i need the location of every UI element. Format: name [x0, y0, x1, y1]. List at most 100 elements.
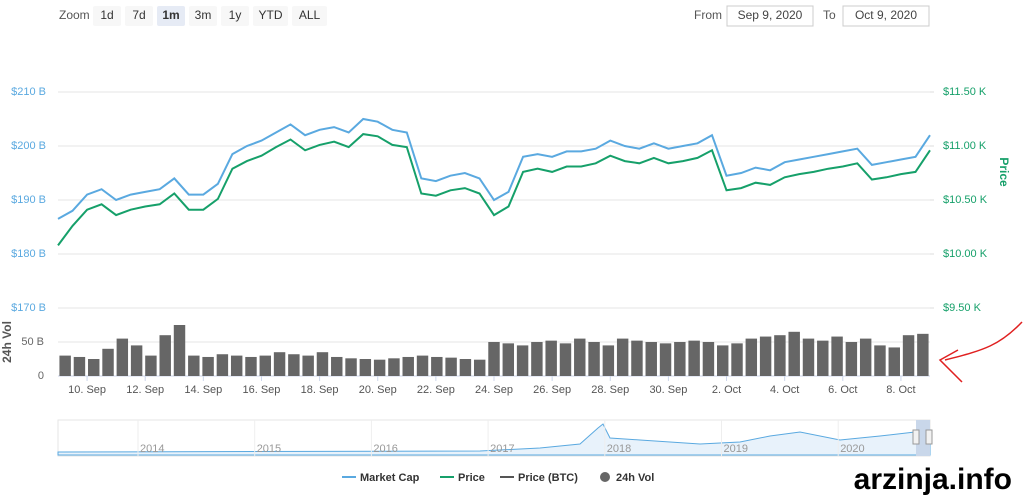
volume-bar: [473, 359, 486, 376]
y-tick-label: $210 B: [11, 86, 46, 98]
to-input[interactable]: [842, 5, 930, 27]
volume-bar: [388, 358, 400, 376]
zoom-button-label[interactable]: ALL: [299, 8, 321, 22]
volume-bar: [216, 354, 229, 376]
x-tick-label: 14. Sep: [184, 384, 222, 396]
legend-label[interactable]: 24h Vol: [616, 472, 654, 484]
navigator-year: 2020: [840, 443, 864, 455]
y-tick-label: $190 B: [11, 194, 46, 206]
navigator-year: 2014: [140, 443, 164, 455]
volume-bar: [616, 338, 629, 376]
volume-bar: [817, 340, 829, 376]
volume-bar: [73, 356, 86, 376]
x-tick-label: 24. Sep: [475, 384, 513, 396]
legend-label[interactable]: Price: [458, 472, 485, 484]
zoom-button-label[interactable]: 1y: [229, 8, 242, 22]
y-tick-label: $170 B: [11, 302, 46, 314]
x-tick-label: 28. Sep: [591, 384, 629, 396]
volume-bar: [230, 355, 243, 376]
volume-bar: [574, 338, 586, 376]
volume-bar: [559, 343, 572, 376]
legend-label[interactable]: Price (BTC): [518, 472, 578, 484]
vol-tick-label: 50 B: [21, 336, 44, 348]
navigator-selection[interactable]: [916, 420, 930, 456]
volume-bar: [688, 340, 700, 376]
legend-label[interactable]: Market Cap: [360, 472, 420, 484]
x-tick-label: 30. Sep: [649, 384, 687, 396]
volume-bar: [631, 340, 643, 376]
volume-bar: [859, 338, 872, 376]
zoom-button[interactable]: [125, 6, 153, 26]
from-input[interactable]: [726, 5, 814, 27]
volume-bar: [602, 345, 615, 376]
volume-bar: [917, 333, 929, 376]
annotation-arrow: [944, 321, 1023, 361]
zoom-button[interactable]: [253, 6, 288, 26]
volume-bar: [774, 335, 786, 376]
volume-bar: [288, 354, 300, 376]
volume-bar: [302, 355, 314, 376]
navigator-year: 2018: [607, 443, 631, 455]
volume-bar: [273, 352, 286, 376]
y2-tick-label: $9.50 K: [943, 302, 982, 314]
zoom-button[interactable]: [93, 6, 121, 26]
from-label: From: [694, 8, 722, 22]
zoom-button[interactable]: [189, 6, 217, 26]
navigator-year: 2015: [257, 443, 281, 455]
to-label: To: [823, 8, 836, 22]
to-date[interactable]: Oct 9, 2020: [855, 8, 917, 22]
volume-bar: [845, 342, 858, 376]
volume-bar: [659, 343, 672, 376]
zoom-button[interactable]: [221, 6, 249, 26]
volume-bar: [88, 359, 100, 376]
volume-bar: [702, 342, 715, 376]
zoom-button-label[interactable]: 1d: [100, 8, 113, 22]
volume-bar: [445, 357, 457, 376]
x-tick-label: 10. Sep: [68, 384, 106, 396]
volume-bar: [902, 335, 915, 376]
zoom-button[interactable]: [157, 6, 185, 26]
volume-bar: [59, 355, 71, 376]
x-tick-label: 8. Oct: [886, 384, 915, 396]
volume-bar: [145, 355, 157, 376]
navigator-handle[interactable]: [912, 429, 920, 445]
zoom-button-label[interactable]: YTD: [259, 8, 283, 22]
x-tick-label: 16. Sep: [243, 384, 281, 396]
volume-bar: [431, 356, 443, 376]
volume-bar: [645, 342, 657, 376]
volume-bar: [488, 342, 500, 376]
navigator-handle[interactable]: [925, 429, 933, 445]
y2-tick-label: $10.00 K: [943, 248, 988, 260]
zoom-button-label[interactable]: 1m: [162, 8, 179, 22]
zoom-button-label[interactable]: 3m: [195, 8, 212, 22]
x-tick-label: 12. Sep: [126, 384, 164, 396]
volume-bar: [759, 336, 772, 376]
volume-bar: [416, 355, 429, 376]
x-tick-label: 18. Sep: [301, 384, 339, 396]
volume-bar: [259, 355, 271, 376]
from-date[interactable]: Sep 9, 2020: [738, 8, 803, 22]
volume-bar: [788, 331, 800, 376]
volume-bar: [159, 335, 171, 376]
volume-bar: [674, 342, 686, 376]
volume-bar: [531, 342, 543, 376]
zoom-label: Zoom: [59, 8, 90, 22]
volume-bar: [316, 352, 329, 376]
zoom-button-label[interactable]: 7d: [132, 8, 145, 22]
navigator-year: 2019: [724, 443, 748, 455]
x-tick-label: 22. Sep: [417, 384, 455, 396]
volume-bar: [459, 359, 472, 376]
y-tick-label: $200 B: [11, 140, 46, 152]
zoom-button[interactable]: [292, 6, 327, 26]
volume-bar: [331, 356, 343, 376]
volume-bar: [502, 343, 515, 376]
volume-bar: [516, 345, 529, 376]
volume-bar: [130, 345, 143, 376]
volume-bar: [402, 356, 414, 376]
volume-bar: [345, 358, 357, 376]
line-series: [57, 117, 931, 220]
volume-bar: [802, 338, 815, 376]
volume-bar: [102, 348, 114, 376]
legend-symbol[interactable]: [600, 472, 610, 482]
x-tick-label: 2. Oct: [712, 384, 741, 396]
